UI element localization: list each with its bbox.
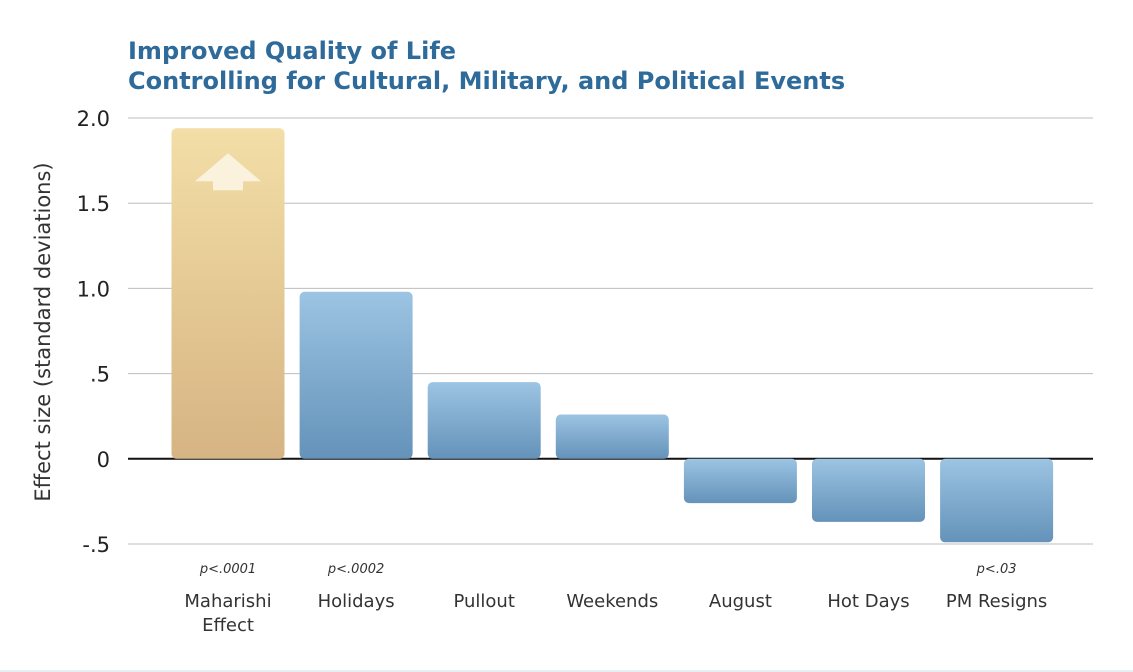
up-arrow-icon (195, 153, 261, 191)
y-tick-label: 1.0 (77, 277, 110, 301)
bar (940, 458, 1054, 543)
category-label: August (709, 591, 772, 612)
bottom-divider (0, 670, 1133, 672)
category-label: Pullout (453, 591, 514, 612)
bar (299, 291, 413, 459)
bar (171, 128, 285, 459)
bar (683, 458, 797, 504)
p-value-label: p<.0002 (327, 562, 384, 577)
chart-title: Improved Quality of Life Controlling for… (128, 36, 845, 96)
y-tick-label: 0 (97, 448, 110, 472)
category-label: Maharishi (184, 591, 271, 612)
p-value-label: p<.03 (976, 562, 1017, 577)
chart-title-line-2: Controlling for Cultural, Military, and … (128, 67, 846, 95)
chart-title-line-1: Improved Quality of Life (128, 37, 457, 65)
category-label: Hot Days (827, 591, 909, 612)
p-value-label: p<.0001 (199, 562, 256, 577)
category-label: PM Resigns (946, 591, 1047, 612)
bar (427, 382, 541, 459)
y-tick-label: 1.5 (77, 192, 110, 216)
bar (812, 458, 925, 522)
y-tick-label: .5 (90, 363, 110, 387)
y-tick-label: 2.0 (77, 107, 110, 131)
category-label: Weekends (566, 591, 658, 612)
category-label: Effect (202, 615, 254, 636)
category-label: Holidays (318, 591, 395, 612)
y-tick-label: -.5 (82, 533, 110, 557)
bar (555, 414, 669, 459)
